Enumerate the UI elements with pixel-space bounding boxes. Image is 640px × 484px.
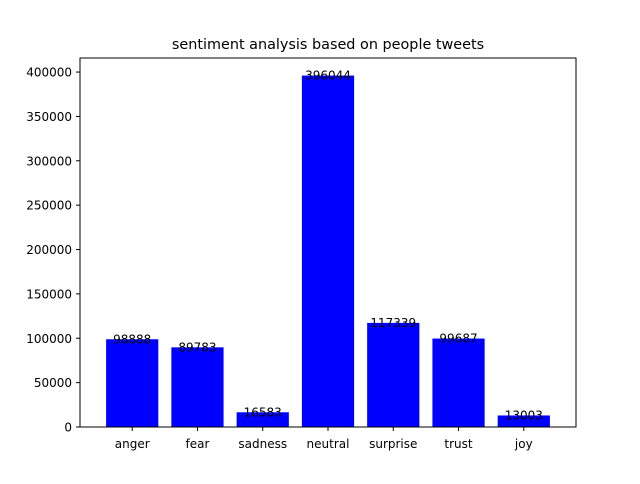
- y-tick-label-300000: 300000: [26, 154, 72, 168]
- bars-layer: [106, 75, 550, 427]
- x-tick-label-anger: anger: [115, 437, 150, 451]
- y-tick-label-100000: 100000: [26, 332, 72, 346]
- y-tick-label-400000: 400000: [26, 66, 72, 80]
- value-label-joy: 13003: [505, 408, 543, 422]
- value-label-anger: 98888: [113, 332, 151, 346]
- value-labels-layer: 98888 89783 16583 396044 117339 99687 13003: [113, 69, 543, 423]
- y-tick-label-200000: 200000: [26, 243, 72, 257]
- y-tick-label-250000: 250000: [26, 199, 72, 213]
- bar-joy: [497, 415, 550, 427]
- y-axis: 0 50000 100000 150000 200000 250000 300000 3500…: [26, 66, 80, 435]
- value-label-trust: 99687: [439, 332, 477, 346]
- x-tick-label-surprise: surprise: [369, 437, 417, 451]
- y-tick-label-350000: 350000: [26, 110, 72, 124]
- value-label-sadness: 16583: [244, 405, 282, 419]
- value-label-surprise: 117339: [370, 316, 416, 330]
- y-tick-label-150000: 150000: [26, 287, 72, 301]
- bar-sadness: [236, 412, 289, 427]
- x-tick-label-joy: joy: [514, 437, 533, 451]
- bar-neutral: [301, 75, 355, 427]
- x-tick-label-trust: trust: [444, 437, 472, 451]
- y-tick-label-50000: 50000: [34, 376, 72, 390]
- bar-anger: [106, 339, 159, 427]
- x-tick-label-neutral: neutral: [307, 437, 350, 451]
- bar-surprise: [367, 322, 420, 427]
- x-tick-label-sadness: sadness: [238, 437, 287, 451]
- x-axis: anger fear sadness neutral surprise trust joy: [115, 427, 533, 451]
- value-label-neutral: 396044: [305, 69, 351, 83]
- bar-trust: [432, 338, 485, 427]
- plot-area-frame: [79, 57, 577, 428]
- x-tick-label-fear: fear: [186, 437, 210, 451]
- bar-fear: [171, 347, 224, 427]
- value-label-fear: 89783: [178, 340, 216, 354]
- y-tick-label-0: 0: [64, 421, 72, 435]
- chart-title: sentiment analysis based on people tweet…: [172, 37, 484, 53]
